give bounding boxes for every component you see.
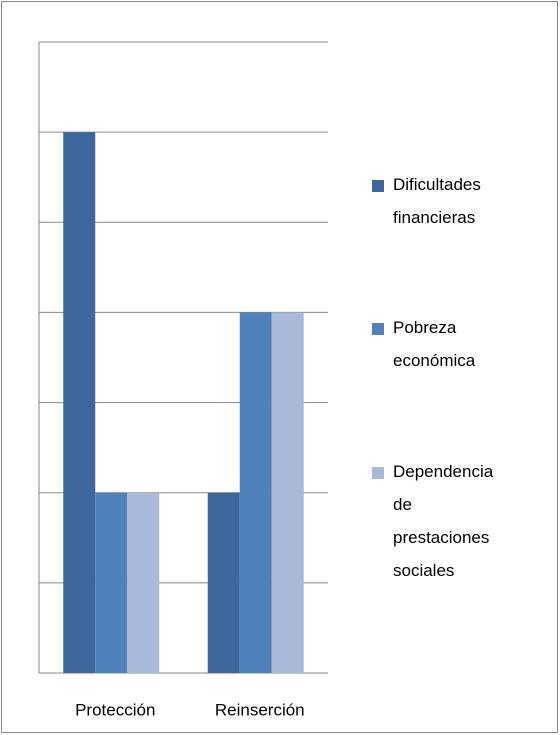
legend-swatch <box>372 180 384 192</box>
bar <box>271 312 304 673</box>
legend-label-line: de <box>393 495 417 514</box>
x-tick-label: Reinserción <box>215 700 305 719</box>
legend-label-line: financieras <box>393 208 475 227</box>
bar <box>127 492 160 673</box>
legend-label-line: Pobreza <box>393 318 461 337</box>
legend-label-line: económica <box>393 351 476 370</box>
legend-label: Dependencia de prestaciones sociales <box>393 462 498 580</box>
legend-label: Pobreza económica <box>393 318 476 370</box>
legend-swatch <box>372 467 384 479</box>
legend-label-line: sociales <box>393 561 454 580</box>
legend-label: Dificultades financieras <box>393 175 486 227</box>
legend-label-line: Dependencia <box>393 462 498 481</box>
bar <box>239 312 272 673</box>
legend-label-line: Dificultades <box>393 175 486 194</box>
bar <box>95 492 128 673</box>
bar <box>207 492 240 673</box>
legend-label-line: prestaciones <box>393 528 494 547</box>
legend-swatch <box>372 323 384 335</box>
bar <box>63 132 96 674</box>
x-tick-label: Protección <box>75 700 155 719</box>
